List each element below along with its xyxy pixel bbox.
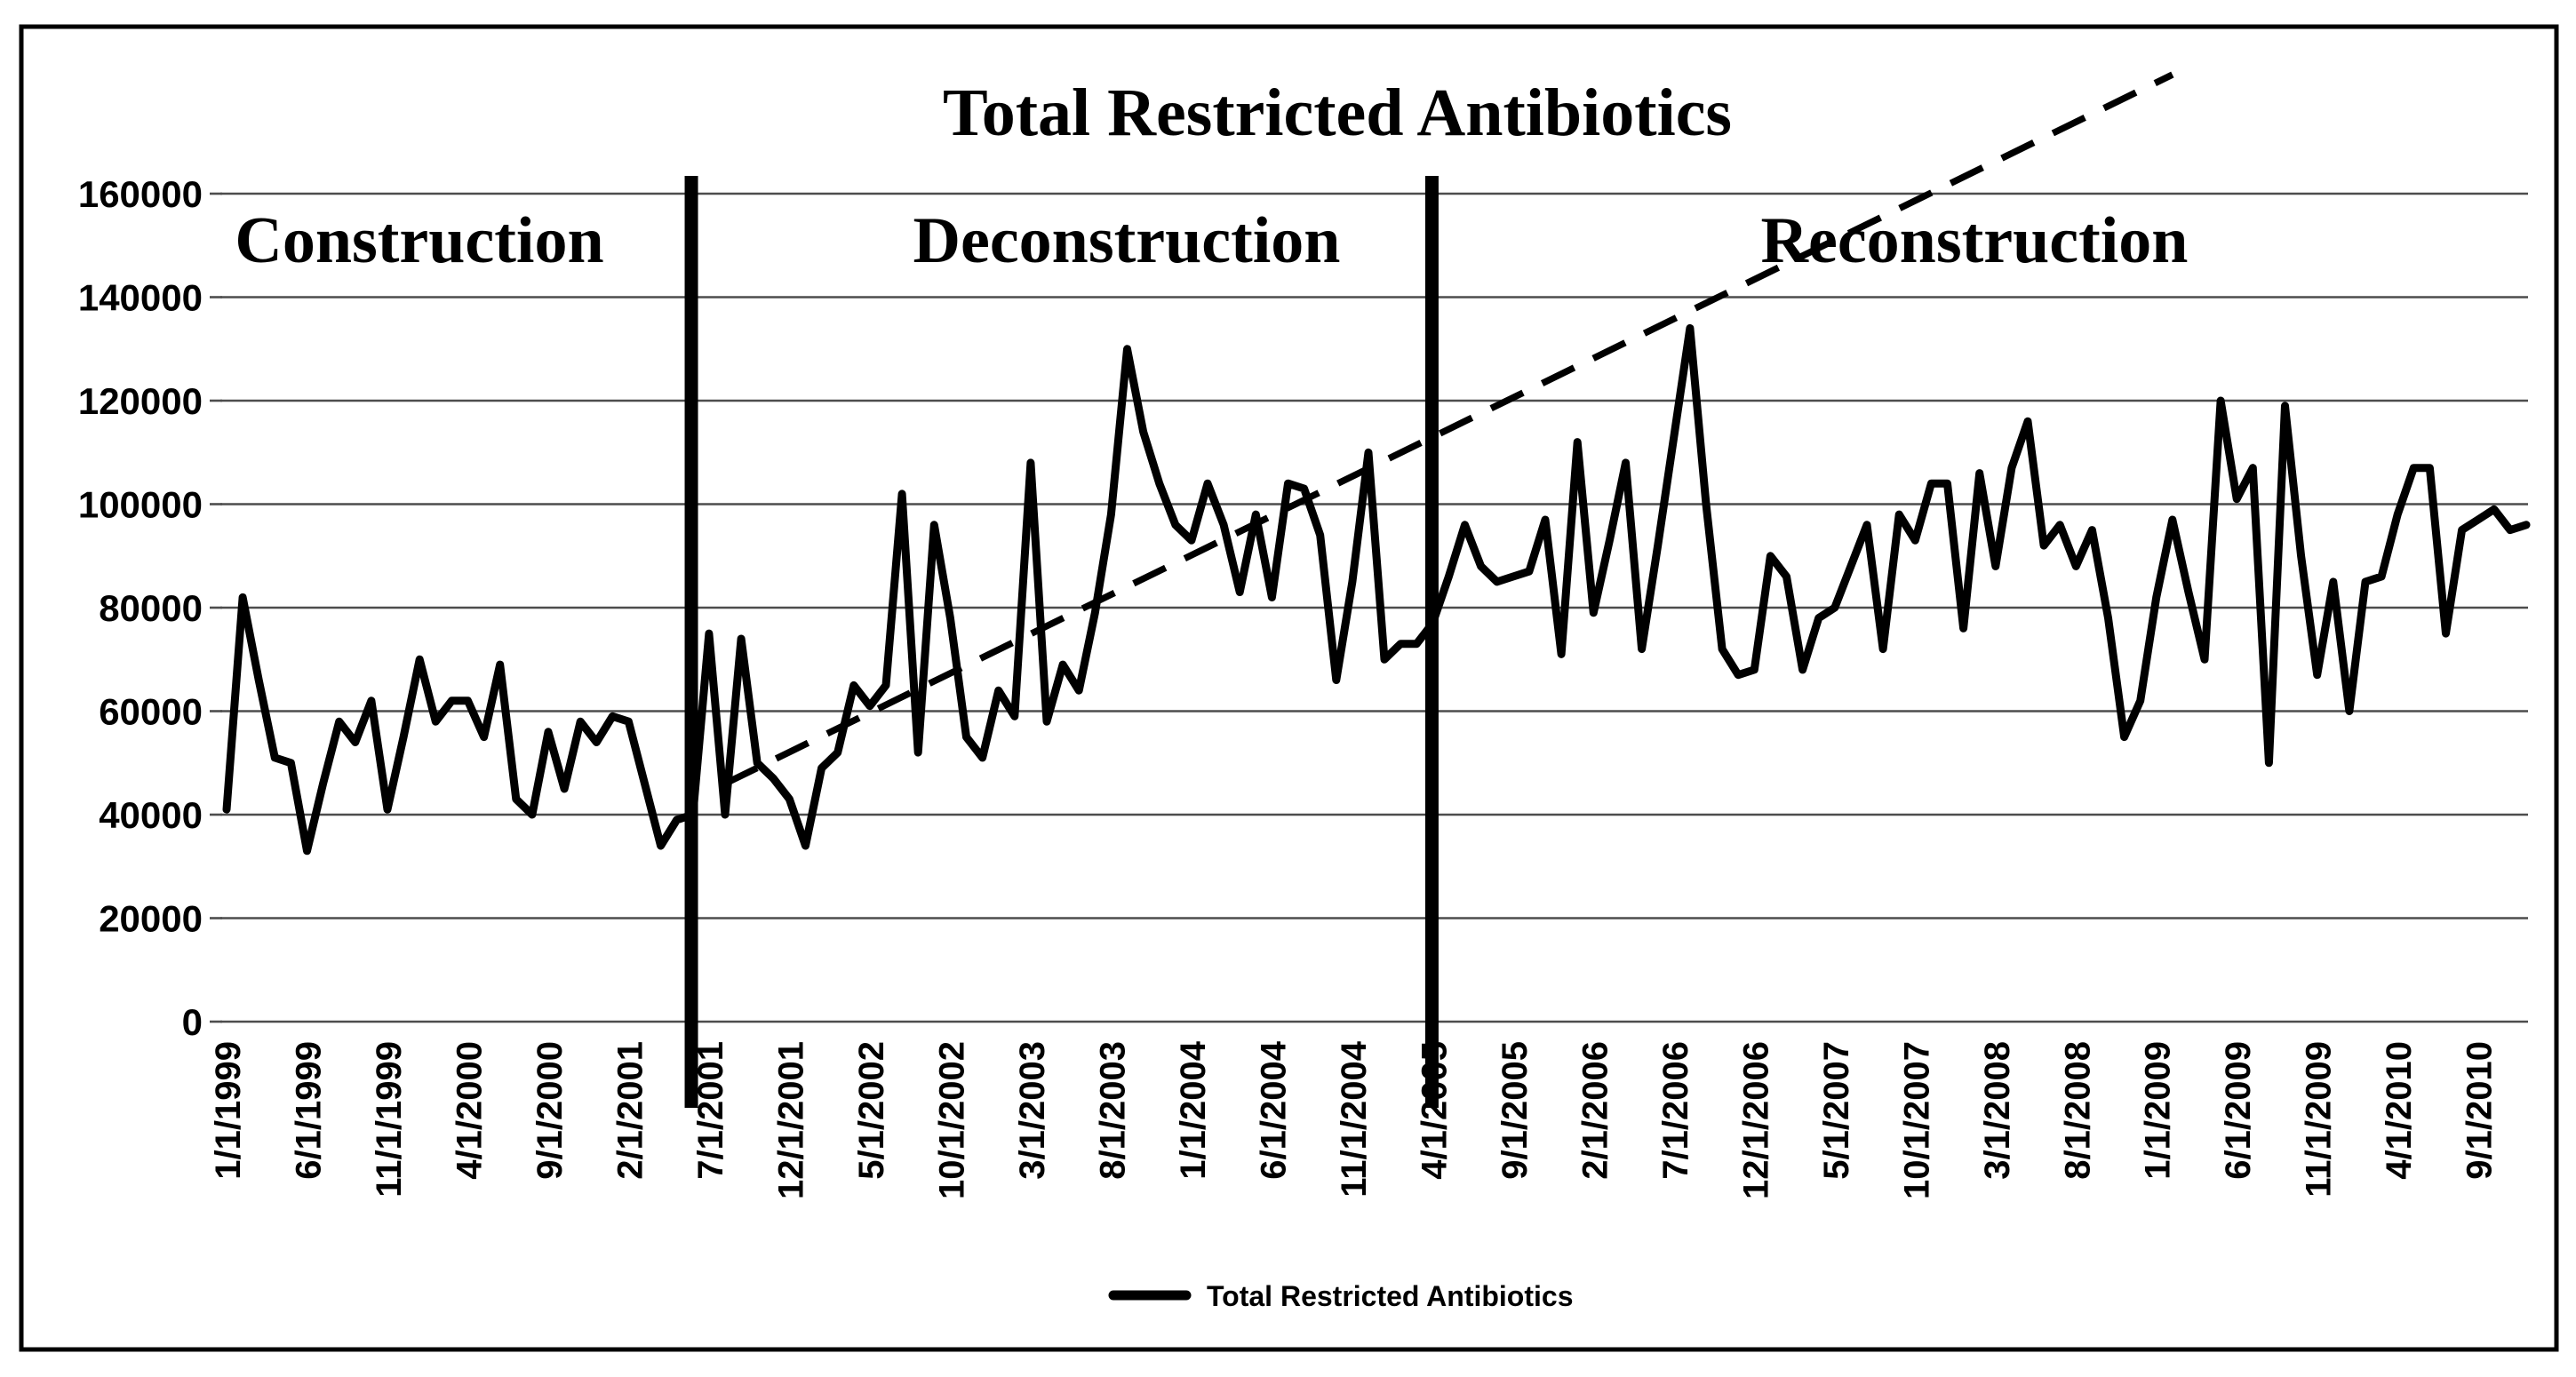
- y-tick-label: 100000: [78, 484, 203, 526]
- x-tick-label: 11/1/2004: [1335, 1040, 1374, 1197]
- trend-line: [723, 71, 2174, 787]
- x-tick-label: 5/1/2002: [852, 1041, 891, 1180]
- x-tick-label: 12/1/2001: [771, 1041, 810, 1199]
- y-tick-label: 0: [182, 1001, 203, 1043]
- x-tick-label: 6/1/2004: [1254, 1040, 1293, 1179]
- x-tick-label: 9/1/2005: [1495, 1041, 1535, 1180]
- x-tick-label: 7/1/2006: [1656, 1041, 1695, 1180]
- y-tick-label: 40000: [99, 794, 203, 836]
- chart-border: [19, 24, 2559, 1352]
- phase-dividers: [684, 176, 1439, 1108]
- gridlines: [210, 192, 2528, 1023]
- phase-divider-bar: [1424, 176, 1439, 1108]
- x-tick-label: 11/1/1999: [370, 1041, 409, 1198]
- data-line-series: [222, 323, 2531, 856]
- x-tick-label: 3/1/2008: [1978, 1041, 2017, 1180]
- phase-label-deconstruction: Deconstruction: [913, 204, 1341, 277]
- legend: Total Restricted Antibiotics: [1108, 1280, 1573, 1312]
- x-tick-label: 10/1/2007: [1897, 1041, 1936, 1199]
- x-tick-label: 2/1/2001: [610, 1041, 650, 1180]
- x-tick-label: 8/1/2008: [2058, 1041, 2097, 1180]
- y-tick-label: 120000: [78, 380, 203, 422]
- phase-label-reconstruction: Reconstruction: [1761, 204, 2189, 277]
- x-tick-label: 9/1/2010: [2460, 1041, 2500, 1180]
- trend-line-dashed: [723, 71, 2174, 787]
- y-tick-label: 80000: [99, 587, 203, 629]
- phase-divider-bar: [684, 176, 698, 1108]
- y-tick-label: 140000: [78, 277, 203, 319]
- x-tick-label: 1/1/2004: [1174, 1040, 1213, 1179]
- x-tick-label: 6/1/1999: [289, 1041, 328, 1180]
- x-tick-label: 12/1/2006: [1736, 1041, 1775, 1199]
- chart-title: Total Restricted Antibiotics: [943, 76, 1732, 150]
- y-axis-tick-labels: 160000 140000 120000 100000 80000 60000 40000 2…: [78, 173, 203, 1043]
- phase-label-construction: Construction: [235, 204, 603, 277]
- x-tick-label: 1/1/2009: [2139, 1041, 2178, 1180]
- x-tick-label: 5/1/2007: [1817, 1041, 1856, 1180]
- x-tick-label: 4/1/2010: [2380, 1041, 2419, 1180]
- x-tick-label: 8/1/2003: [1093, 1041, 1132, 1180]
- x-tick-label: 4/1/2000: [450, 1041, 489, 1180]
- x-tick-label: 2/1/2006: [1575, 1041, 1615, 1180]
- y-tick-label: 160000: [78, 173, 203, 215]
- x-tick-label: 1/1/1999: [209, 1041, 248, 1180]
- legend-label: Total Restricted Antibiotics: [1207, 1280, 1573, 1312]
- total-restricted-antibiotics-line: [222, 323, 2531, 856]
- y-tick-label: 20000: [99, 898, 203, 940]
- x-tick-label: 6/1/2009: [2219, 1041, 2258, 1180]
- x-axis-tick-labels: 1/1/1999 6/1/1999 11/1/1999 4/1/2000 9/1/200…: [209, 1040, 2500, 1199]
- x-tick-label: 10/1/2002: [932, 1041, 971, 1199]
- x-tick-label: 3/1/2003: [1013, 1041, 1052, 1180]
- x-tick-label: 9/1/2000: [530, 1041, 570, 1180]
- x-tick-label: 11/1/2009: [2300, 1041, 2339, 1198]
- y-tick-label: 60000: [99, 691, 203, 733]
